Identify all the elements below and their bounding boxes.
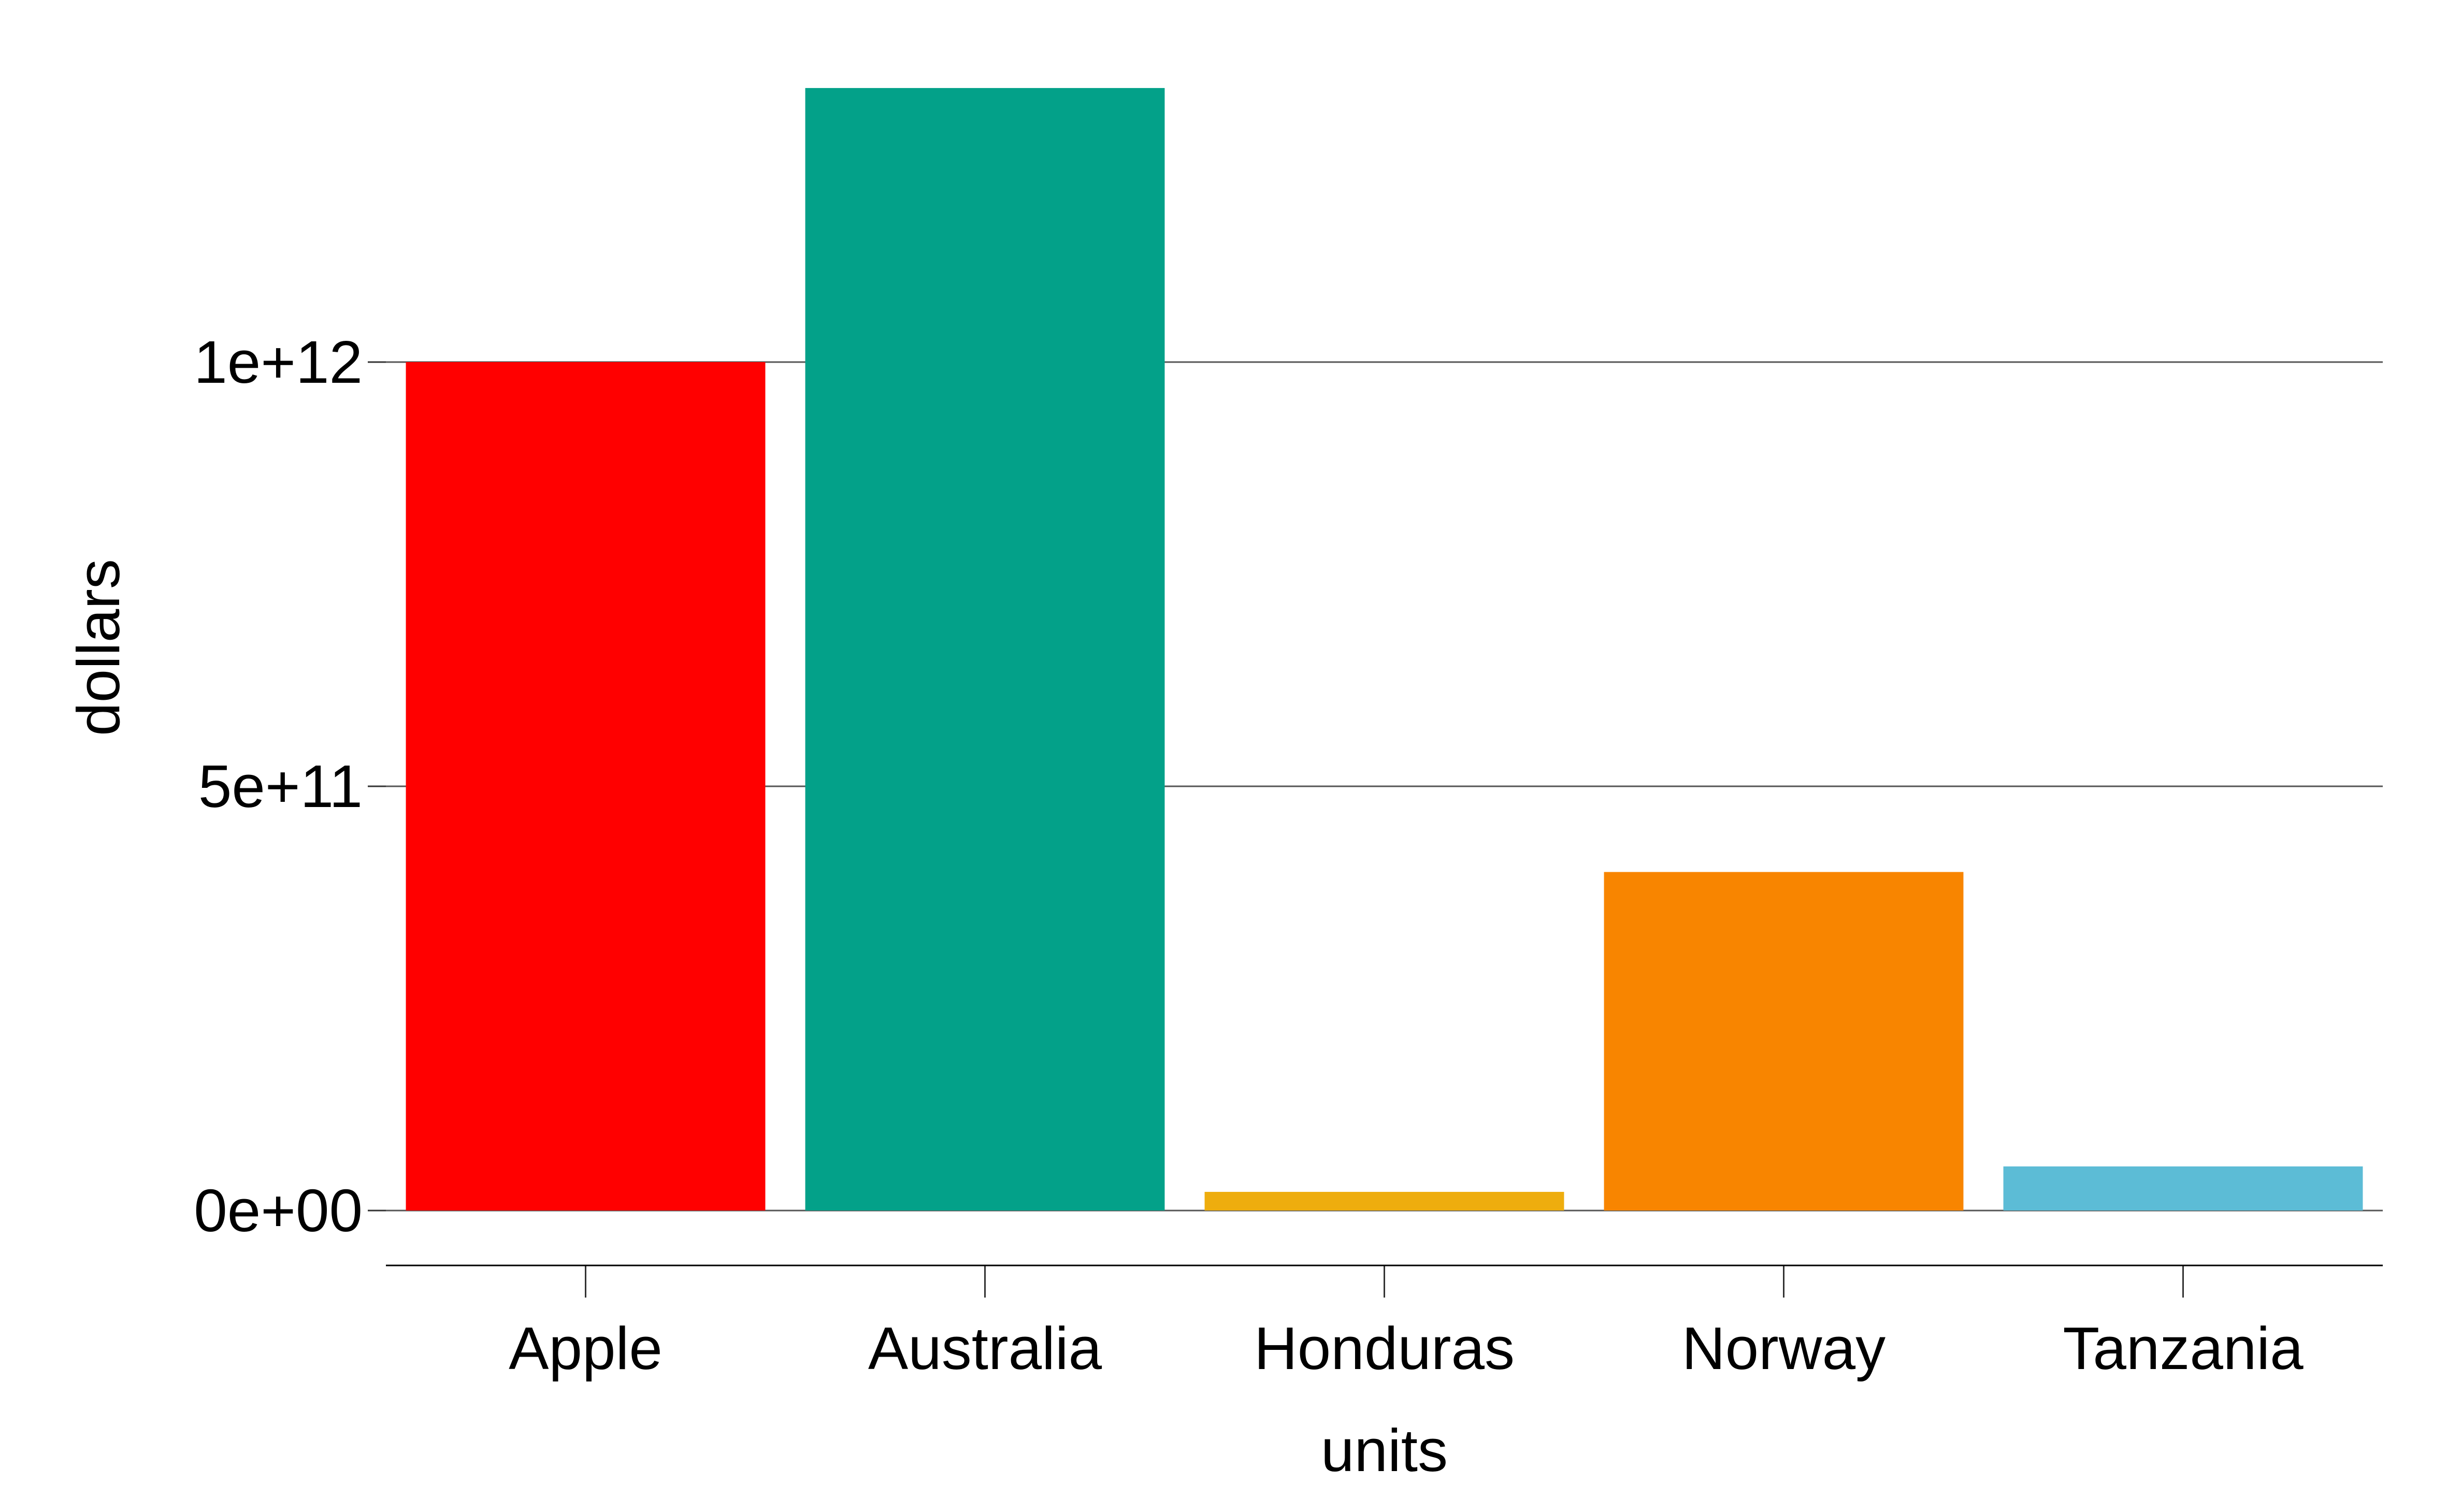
y-tick-labels: 0e+00 5e+11 1e+12 bbox=[194, 328, 363, 1244]
bars bbox=[406, 88, 2363, 1211]
bar-tanzania bbox=[2003, 1166, 2363, 1211]
x-tick-label: Norway bbox=[1682, 1315, 1885, 1382]
x-tick-label: Tanzania bbox=[2063, 1315, 2304, 1382]
axes bbox=[368, 361, 2383, 1298]
bar-australia bbox=[805, 88, 1165, 1211]
bar-apple bbox=[406, 362, 766, 1211]
y-tick-label: 5e+11 bbox=[198, 753, 363, 820]
x-tick-label: Apple bbox=[509, 1315, 663, 1382]
x-axis-title: units bbox=[1321, 1417, 1448, 1484]
y-tick-label: 0e+00 bbox=[194, 1177, 363, 1244]
x-tick-labels: Apple Australia Honduras Norway Tanzania bbox=[509, 1315, 2304, 1382]
x-tick-label: Honduras bbox=[1254, 1315, 1515, 1382]
bar-honduras bbox=[1204, 1191, 1564, 1211]
y-tick-label: 1e+12 bbox=[194, 328, 363, 396]
x-tick-label: Australia bbox=[868, 1315, 1102, 1382]
y-axis-title: dollars bbox=[65, 559, 132, 736]
bar-norway bbox=[1604, 872, 1964, 1211]
